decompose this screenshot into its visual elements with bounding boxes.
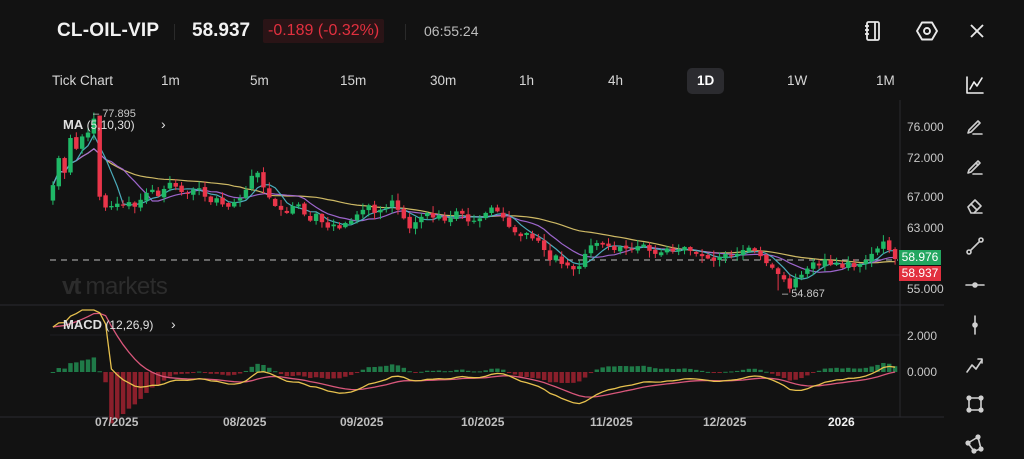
low-marker-label: – 54.867 [782, 288, 825, 300]
settings-button[interactable] [914, 18, 940, 44]
rectangle-tool-button[interactable] [956, 389, 994, 419]
macd-y-axis-tick: 0.000 [907, 365, 938, 379]
y-axis-tick: 76.000 [907, 120, 944, 135]
pencil-tool-button[interactable] [956, 111, 994, 141]
watermark: vt markets [62, 273, 168, 300]
horizontal-line-tool-button[interactable] [956, 270, 994, 300]
tab-15m[interactable]: 15m [340, 73, 367, 88]
notebook-icon [865, 21, 880, 41]
settings-hex-icon [916, 21, 938, 41]
symbol-title: CL-OIL-VIP [57, 20, 160, 41]
current-price: 58.937 [192, 20, 251, 41]
trend-line-icon [966, 237, 984, 255]
trend-line-tool-button[interactable] [956, 231, 994, 261]
x-axis-tick: 07/2025 [95, 415, 139, 429]
x-axis-tick: 09/2025 [340, 415, 384, 429]
pen-icon [967, 160, 983, 175]
ma-indicator-label[interactable]: MA (5,10,30) [63, 117, 135, 132]
tab-tick-chart[interactable]: Tick Chart [52, 73, 114, 88]
bid-price-tag: 58.976 [899, 250, 941, 265]
divider [405, 24, 406, 40]
vertical-line-tool-button[interactable] [956, 310, 994, 340]
eraser-icon [967, 199, 983, 214]
vertical-line-icon [972, 315, 978, 335]
price-change-badge: -0.189 (-0.32%) [263, 19, 385, 43]
chart-canvas[interactable] [0, 100, 944, 446]
close-icon [970, 24, 984, 38]
y-axis-tick: 55.000 [907, 282, 944, 297]
x-axis-tick: 08/2025 [223, 415, 267, 429]
chart-type-tool-button[interactable] [956, 70, 994, 100]
ma-params: (5,10,30) [86, 118, 135, 132]
polyline-icon [966, 358, 983, 373]
x-axis-tick: 10/2025 [461, 415, 505, 429]
macd-indicator-label[interactable]: MACD (12,26,9) [63, 317, 153, 332]
tab-1m[interactable]: 1M [876, 73, 895, 88]
chart-type-icon [966, 76, 984, 94]
ask-price-tag: 58.937 [899, 266, 941, 281]
tab-30m[interactable]: 30m [430, 73, 457, 88]
x-axis-tick: 2026 [828, 415, 855, 429]
close-button[interactable] [964, 18, 990, 44]
eraser-tool-button[interactable] [956, 190, 994, 220]
macd-name: MACD [63, 317, 102, 332]
y-axis-tick: 63.000 [907, 220, 944, 235]
tab-1m[interactable]: 1m [161, 73, 180, 88]
polyline-tool-button[interactable] [956, 350, 994, 380]
tab-1w[interactable]: 1W [787, 73, 808, 88]
notebook-button[interactable] [860, 18, 886, 44]
tab-1h[interactable]: 1h [519, 73, 535, 88]
y-axis-tick: 72.000 [907, 151, 944, 166]
rectangle-icon [966, 395, 984, 413]
divider [174, 24, 175, 40]
header: CL-OIL-VIP 58.937 -0.189 (-0.32%) 06:55:… [0, 0, 1024, 62]
tab-4h[interactable]: 4h [608, 73, 624, 88]
horizontal-line-icon [965, 282, 985, 288]
y-axis-tick: 67.000 [907, 189, 944, 204]
ma-expand-chevron-icon[interactable]: › [161, 116, 166, 132]
chart-area[interactable]: vt markets MA (5,10,30) › MACD (12,26,9)… [0, 100, 944, 446]
tab-5m[interactable]: 5m [250, 73, 269, 88]
macd-expand-chevron-icon[interactable]: › [171, 316, 176, 332]
pen-tool-button[interactable] [956, 151, 994, 181]
ma-name: MA [63, 117, 84, 132]
tab-1d[interactable]: 1D [687, 68, 725, 94]
server-time: 06:55:24 [424, 23, 479, 39]
high-marker-label: – 77.895 [93, 108, 136, 120]
timeframe-tabs: Tick Chart 1m 5m 15m 30m 1h 4h 1D 1W 1M [0, 68, 940, 96]
x-axis-tick: 11/2025 [590, 415, 633, 429]
pencil-icon [967, 120, 983, 135]
polygon-icon [965, 434, 984, 454]
polygon-tool-button[interactable] [956, 429, 994, 459]
macd-y-axis-tick: 2.000 [907, 329, 938, 343]
macd-params: (12,26,9) [105, 318, 154, 332]
x-axis-tick: 12/2025 [703, 415, 747, 429]
